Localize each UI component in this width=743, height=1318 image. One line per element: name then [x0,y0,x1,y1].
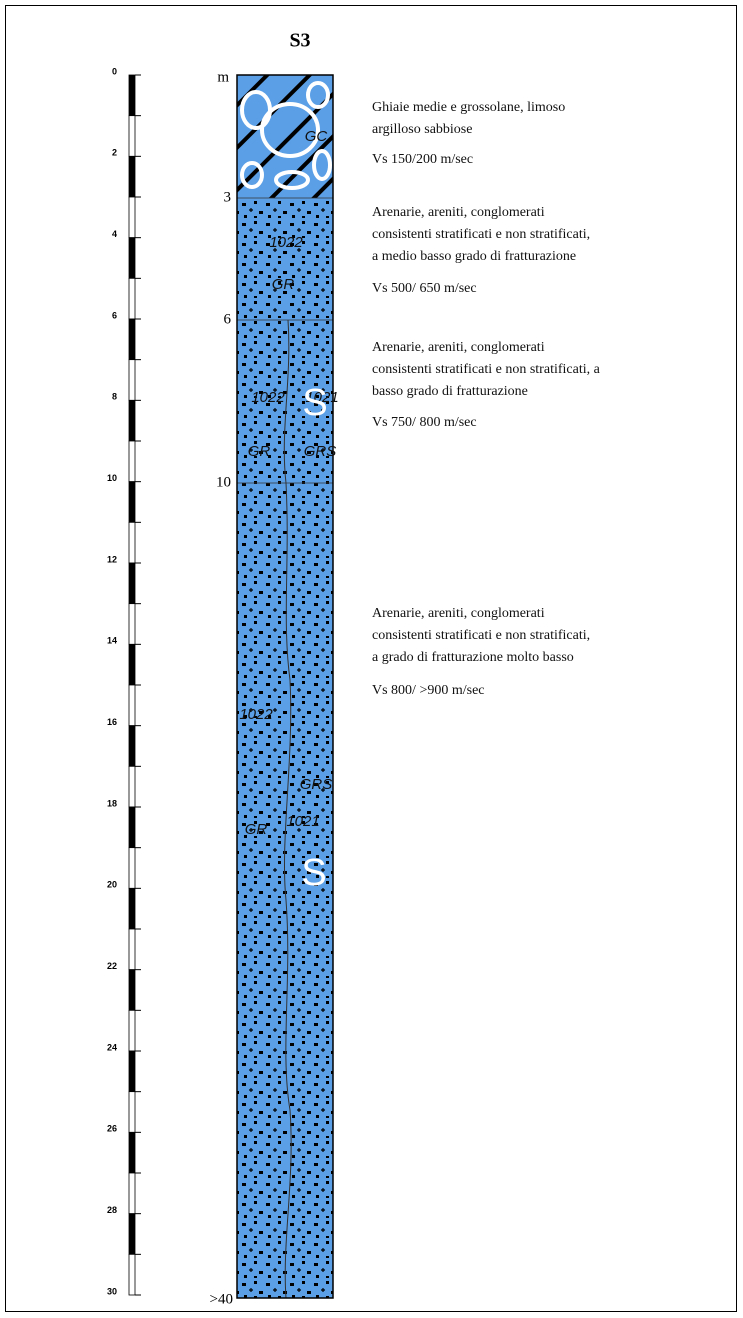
scale-segment [129,482,135,523]
scale-segment [129,360,135,401]
layer-description: a medio basso grado di fratturazione [372,249,576,264]
scale-segment [129,1214,135,1255]
layer-description: Ghiaie medie e grossolane, limoso [372,100,565,115]
lithology-code: GR [245,821,268,838]
lithology-code: 1021 [286,813,319,830]
shear-velocity: Vs 800/ >900 m/sec [372,683,485,698]
lithology-code: GR [248,443,271,460]
lithology-code: GC [305,128,328,145]
lithology-code: GRS [300,776,333,793]
layer-sandstone [237,198,333,1298]
layer-description: Arenarie, areniti, conglomerati [372,606,545,621]
scale-segment [129,400,135,441]
depth-label: m [217,69,229,85]
scale-segment [129,685,135,726]
scale-segment [129,766,135,807]
scale-label: 14 [107,636,117,646]
scale-segment [129,1254,135,1295]
layer-description: consistenti stratificati e non stratific… [372,628,590,643]
scale-segment [129,1173,135,1214]
scale-segment [129,1010,135,1051]
scale-segment [129,1132,135,1173]
scale-segment [129,726,135,767]
scale-label: 8 [112,392,117,402]
lithology-code: 1022 [251,389,285,406]
scale-segment [129,1051,135,1092]
shear-velocity: Vs 150/200 m/sec [372,152,473,167]
scale-label: 2 [112,148,117,158]
scale-label: 24 [107,1042,117,1052]
layer-description: a grado di fratturazione molto basso [372,650,574,665]
scale-segment [129,116,135,157]
scale-label: 6 [112,310,117,320]
lithology-code: GR [272,276,295,293]
scale-segment [129,604,135,645]
shear-velocity: Vs 750/ 800 m/sec [372,415,477,430]
unit-symbol: S [301,852,326,894]
scale-label: 16 [107,717,117,727]
scale-label: 26 [107,1124,117,1134]
scale-segment [129,644,135,685]
scale-segment [129,441,135,482]
depth-label: >40 [210,1291,233,1307]
unit-symbol: S [302,382,327,424]
scale-segment [129,888,135,929]
scale-segment [129,929,135,970]
depth-label: 3 [224,189,232,205]
layer-description: Arenarie, areniti, conglomerati [372,205,545,220]
layer-description: consistenti stratificati e non stratific… [372,362,601,377]
column-title: S3 [289,30,310,52]
layer-description: basso grado di fratturazione [372,384,528,399]
scale-segment [129,970,135,1011]
scale-segment [129,319,135,360]
scale-label: 20 [107,880,117,890]
layer-description: Arenarie, areniti, conglomerati [372,340,545,355]
scale-segment [129,563,135,604]
scale-label: 30 [107,1286,117,1296]
frame [6,6,737,1312]
depth-label: 6 [224,311,232,327]
scale-segment [129,522,135,563]
scale-segment [129,848,135,889]
stratigraphic-log: 024681012141618202224262830 S3 m3610>40G… [0,0,743,1318]
scale-label: 18 [107,798,117,808]
scale-label: 12 [107,554,117,564]
scale-segment [129,278,135,319]
lithology-code: GRS [304,443,337,460]
scale-label: 4 [112,229,117,239]
scale-segment [129,807,135,848]
shear-velocity: Vs 500/ 650 m/sec [372,281,477,296]
layer-description: consistenti stratificati e non stratific… [372,227,590,242]
scale-label: 28 [107,1205,117,1215]
scale-segment [129,156,135,197]
lithology-code: 1022 [269,234,303,251]
scale-segment [129,238,135,279]
scale-segment [129,197,135,238]
scale-segment [129,1092,135,1133]
layer-description: argilloso sabbiose [372,122,472,137]
scale-label: 10 [107,473,117,483]
scale-label: 22 [107,961,117,971]
lithology-code: 1022 [239,706,273,723]
depth-label: 10 [216,474,231,490]
scale-label: 0 [112,66,117,76]
scale-segment [129,75,135,116]
